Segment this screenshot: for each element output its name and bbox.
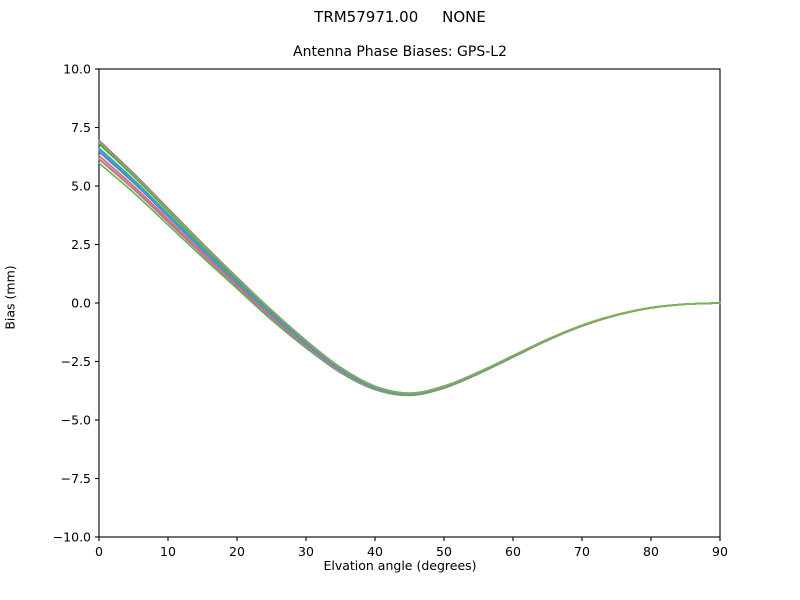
svg-text:−7.5: −7.5 bbox=[61, 471, 91, 486]
svg-text:30: 30 bbox=[298, 544, 314, 559]
svg-text:5.0: 5.0 bbox=[71, 179, 91, 194]
svg-text:70: 70 bbox=[574, 544, 590, 559]
data-line bbox=[98, 139, 721, 394]
data-lines bbox=[98, 139, 721, 397]
data-line bbox=[98, 154, 721, 396]
svg-text:0.0: 0.0 bbox=[71, 296, 91, 311]
data-line bbox=[98, 143, 721, 395]
figure-suptitle: TRM57971.00 NONE bbox=[314, 8, 486, 26]
svg-text:60: 60 bbox=[505, 544, 521, 559]
svg-text:−10.0: −10.0 bbox=[53, 530, 91, 545]
svg-text:10.0: 10.0 bbox=[63, 62, 91, 77]
svg-text:−2.5: −2.5 bbox=[61, 354, 91, 369]
y-axis-ticks: −10.0 −7.5 −5.0 −2.5 0.0 2.5 5.0 7.5 10.0 bbox=[53, 62, 99, 545]
data-line bbox=[98, 158, 721, 397]
svg-text:50: 50 bbox=[436, 544, 452, 559]
data-line bbox=[98, 147, 721, 395]
svg-text:−5.0: −5.0 bbox=[61, 413, 91, 428]
data-line bbox=[98, 157, 721, 396]
data-line bbox=[98, 148, 721, 396]
svg-text:90: 90 bbox=[712, 544, 728, 559]
svg-text:80: 80 bbox=[643, 544, 659, 559]
x-axis-ticks: 0 10 20 30 40 50 60 70 80 90 bbox=[95, 537, 728, 559]
axes-title: Antenna Phase Biases: GPS-L2 bbox=[293, 44, 507, 60]
svg-text:7.5: 7.5 bbox=[71, 120, 91, 135]
data-line bbox=[98, 141, 721, 395]
svg-text:20: 20 bbox=[229, 544, 245, 559]
x-axis-label: Elvation angle (degrees) bbox=[323, 558, 477, 573]
axes-spines bbox=[98, 68, 721, 538]
svg-text:10: 10 bbox=[160, 544, 176, 559]
data-line bbox=[98, 151, 721, 396]
svg-text:40: 40 bbox=[367, 544, 383, 559]
svg-text:2.5: 2.5 bbox=[71, 237, 91, 252]
data-line bbox=[98, 162, 721, 397]
svg-text:0: 0 bbox=[95, 544, 103, 559]
